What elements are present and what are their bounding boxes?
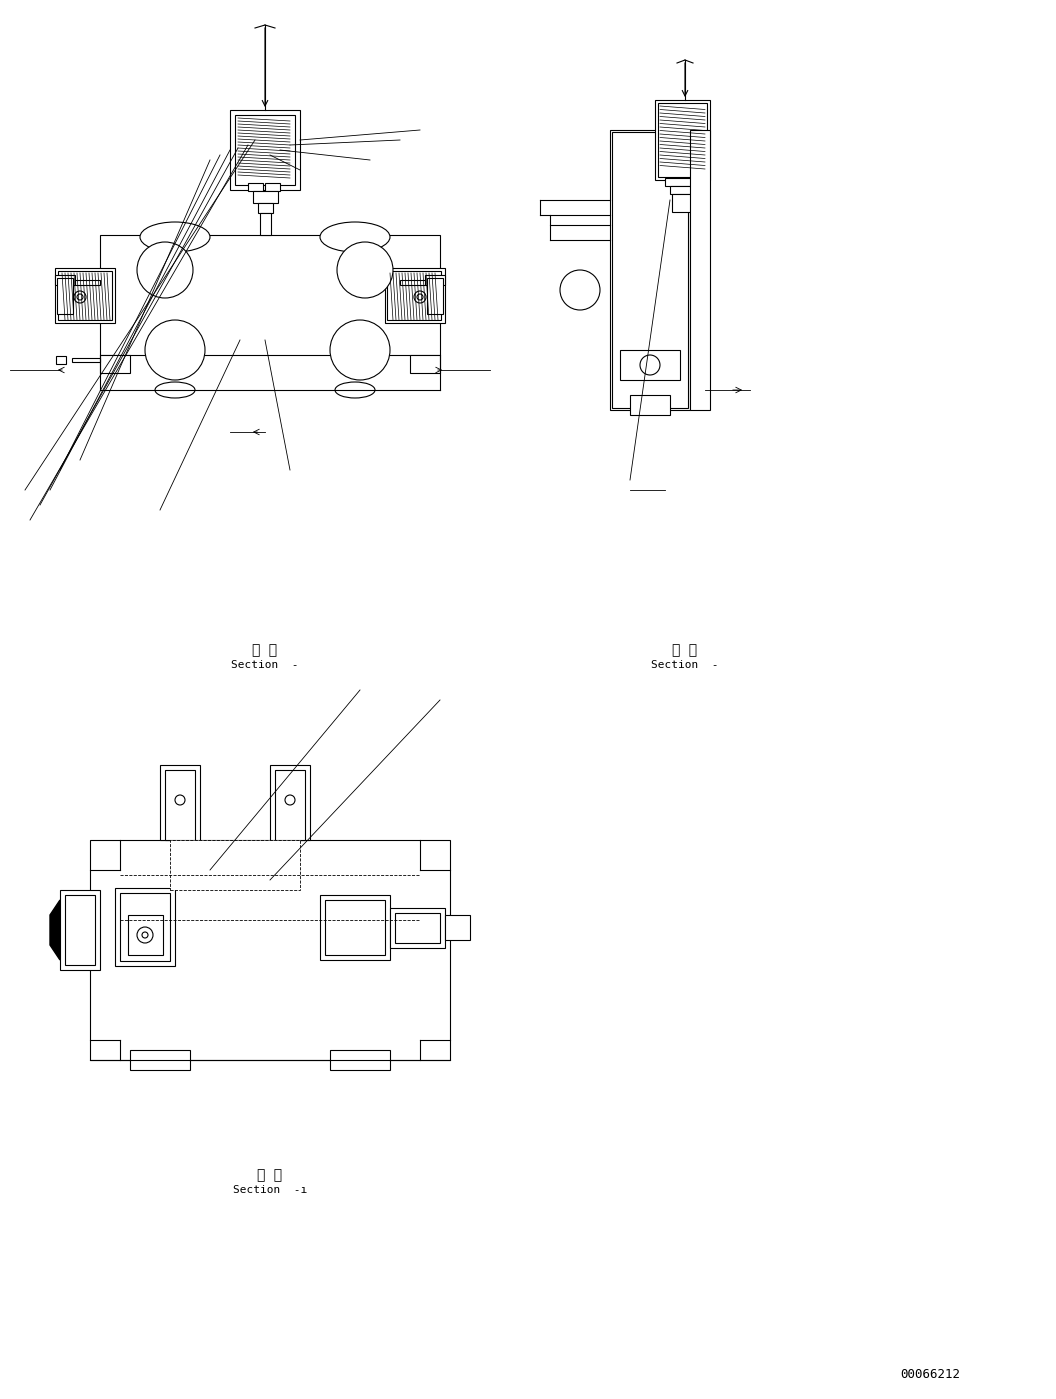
Circle shape xyxy=(137,928,153,943)
Bar xyxy=(329,1051,390,1070)
Text: 断 面: 断 面 xyxy=(252,644,278,658)
Bar xyxy=(395,914,440,943)
Bar xyxy=(260,213,271,235)
Bar xyxy=(690,130,710,410)
Bar xyxy=(230,111,300,190)
Bar xyxy=(55,269,115,323)
Bar xyxy=(130,1051,190,1070)
Circle shape xyxy=(417,294,423,299)
Circle shape xyxy=(175,795,185,804)
Text: Section  -: Section - xyxy=(231,660,299,670)
Bar xyxy=(55,276,75,285)
Bar xyxy=(672,194,693,213)
Text: Section  -ı: Section -ı xyxy=(233,1185,307,1195)
Ellipse shape xyxy=(335,382,375,397)
Text: 断 面: 断 面 xyxy=(673,644,698,658)
Bar xyxy=(60,890,100,970)
Bar xyxy=(620,350,680,381)
Bar xyxy=(655,99,710,180)
Bar xyxy=(386,271,441,320)
Bar xyxy=(100,235,440,355)
Bar xyxy=(248,183,263,192)
Bar xyxy=(400,280,425,285)
Bar xyxy=(390,908,445,949)
Bar xyxy=(115,888,175,965)
Bar xyxy=(56,355,67,364)
Circle shape xyxy=(337,242,393,298)
Circle shape xyxy=(145,320,205,381)
Circle shape xyxy=(74,291,86,304)
Bar xyxy=(235,115,295,185)
Text: 断 面: 断 面 xyxy=(258,1168,283,1182)
Bar xyxy=(427,278,444,313)
Circle shape xyxy=(77,294,83,299)
Bar xyxy=(170,839,300,890)
Bar xyxy=(57,278,73,313)
Bar xyxy=(275,769,305,839)
Bar xyxy=(425,276,445,285)
Bar xyxy=(630,395,670,416)
Bar xyxy=(75,280,100,285)
Bar xyxy=(128,915,163,956)
Circle shape xyxy=(640,355,660,375)
Bar xyxy=(72,358,100,362)
Bar xyxy=(658,104,708,178)
Bar xyxy=(253,192,278,203)
Bar xyxy=(445,915,470,940)
Ellipse shape xyxy=(155,382,195,397)
Bar xyxy=(665,178,700,186)
Bar xyxy=(410,355,440,374)
Circle shape xyxy=(142,932,148,937)
Bar xyxy=(670,186,695,194)
Bar xyxy=(325,900,385,956)
Bar xyxy=(258,203,274,213)
Circle shape xyxy=(414,291,426,304)
Bar xyxy=(610,130,690,410)
Bar xyxy=(612,132,689,409)
Bar xyxy=(65,895,95,965)
Circle shape xyxy=(560,270,600,311)
Circle shape xyxy=(329,320,390,381)
Bar xyxy=(120,893,170,961)
Bar xyxy=(320,895,390,960)
Bar xyxy=(100,355,130,374)
Text: Section  -: Section - xyxy=(652,660,719,670)
Text: 00066212: 00066212 xyxy=(900,1368,960,1381)
Circle shape xyxy=(285,795,295,804)
Circle shape xyxy=(137,242,193,298)
Bar xyxy=(161,765,200,839)
Bar xyxy=(385,269,445,323)
Bar xyxy=(270,765,310,839)
Polygon shape xyxy=(50,900,60,960)
Bar xyxy=(90,839,450,1060)
Bar xyxy=(58,271,112,320)
Ellipse shape xyxy=(320,222,390,252)
Bar xyxy=(265,183,280,192)
Bar xyxy=(165,769,195,839)
Ellipse shape xyxy=(140,222,210,252)
